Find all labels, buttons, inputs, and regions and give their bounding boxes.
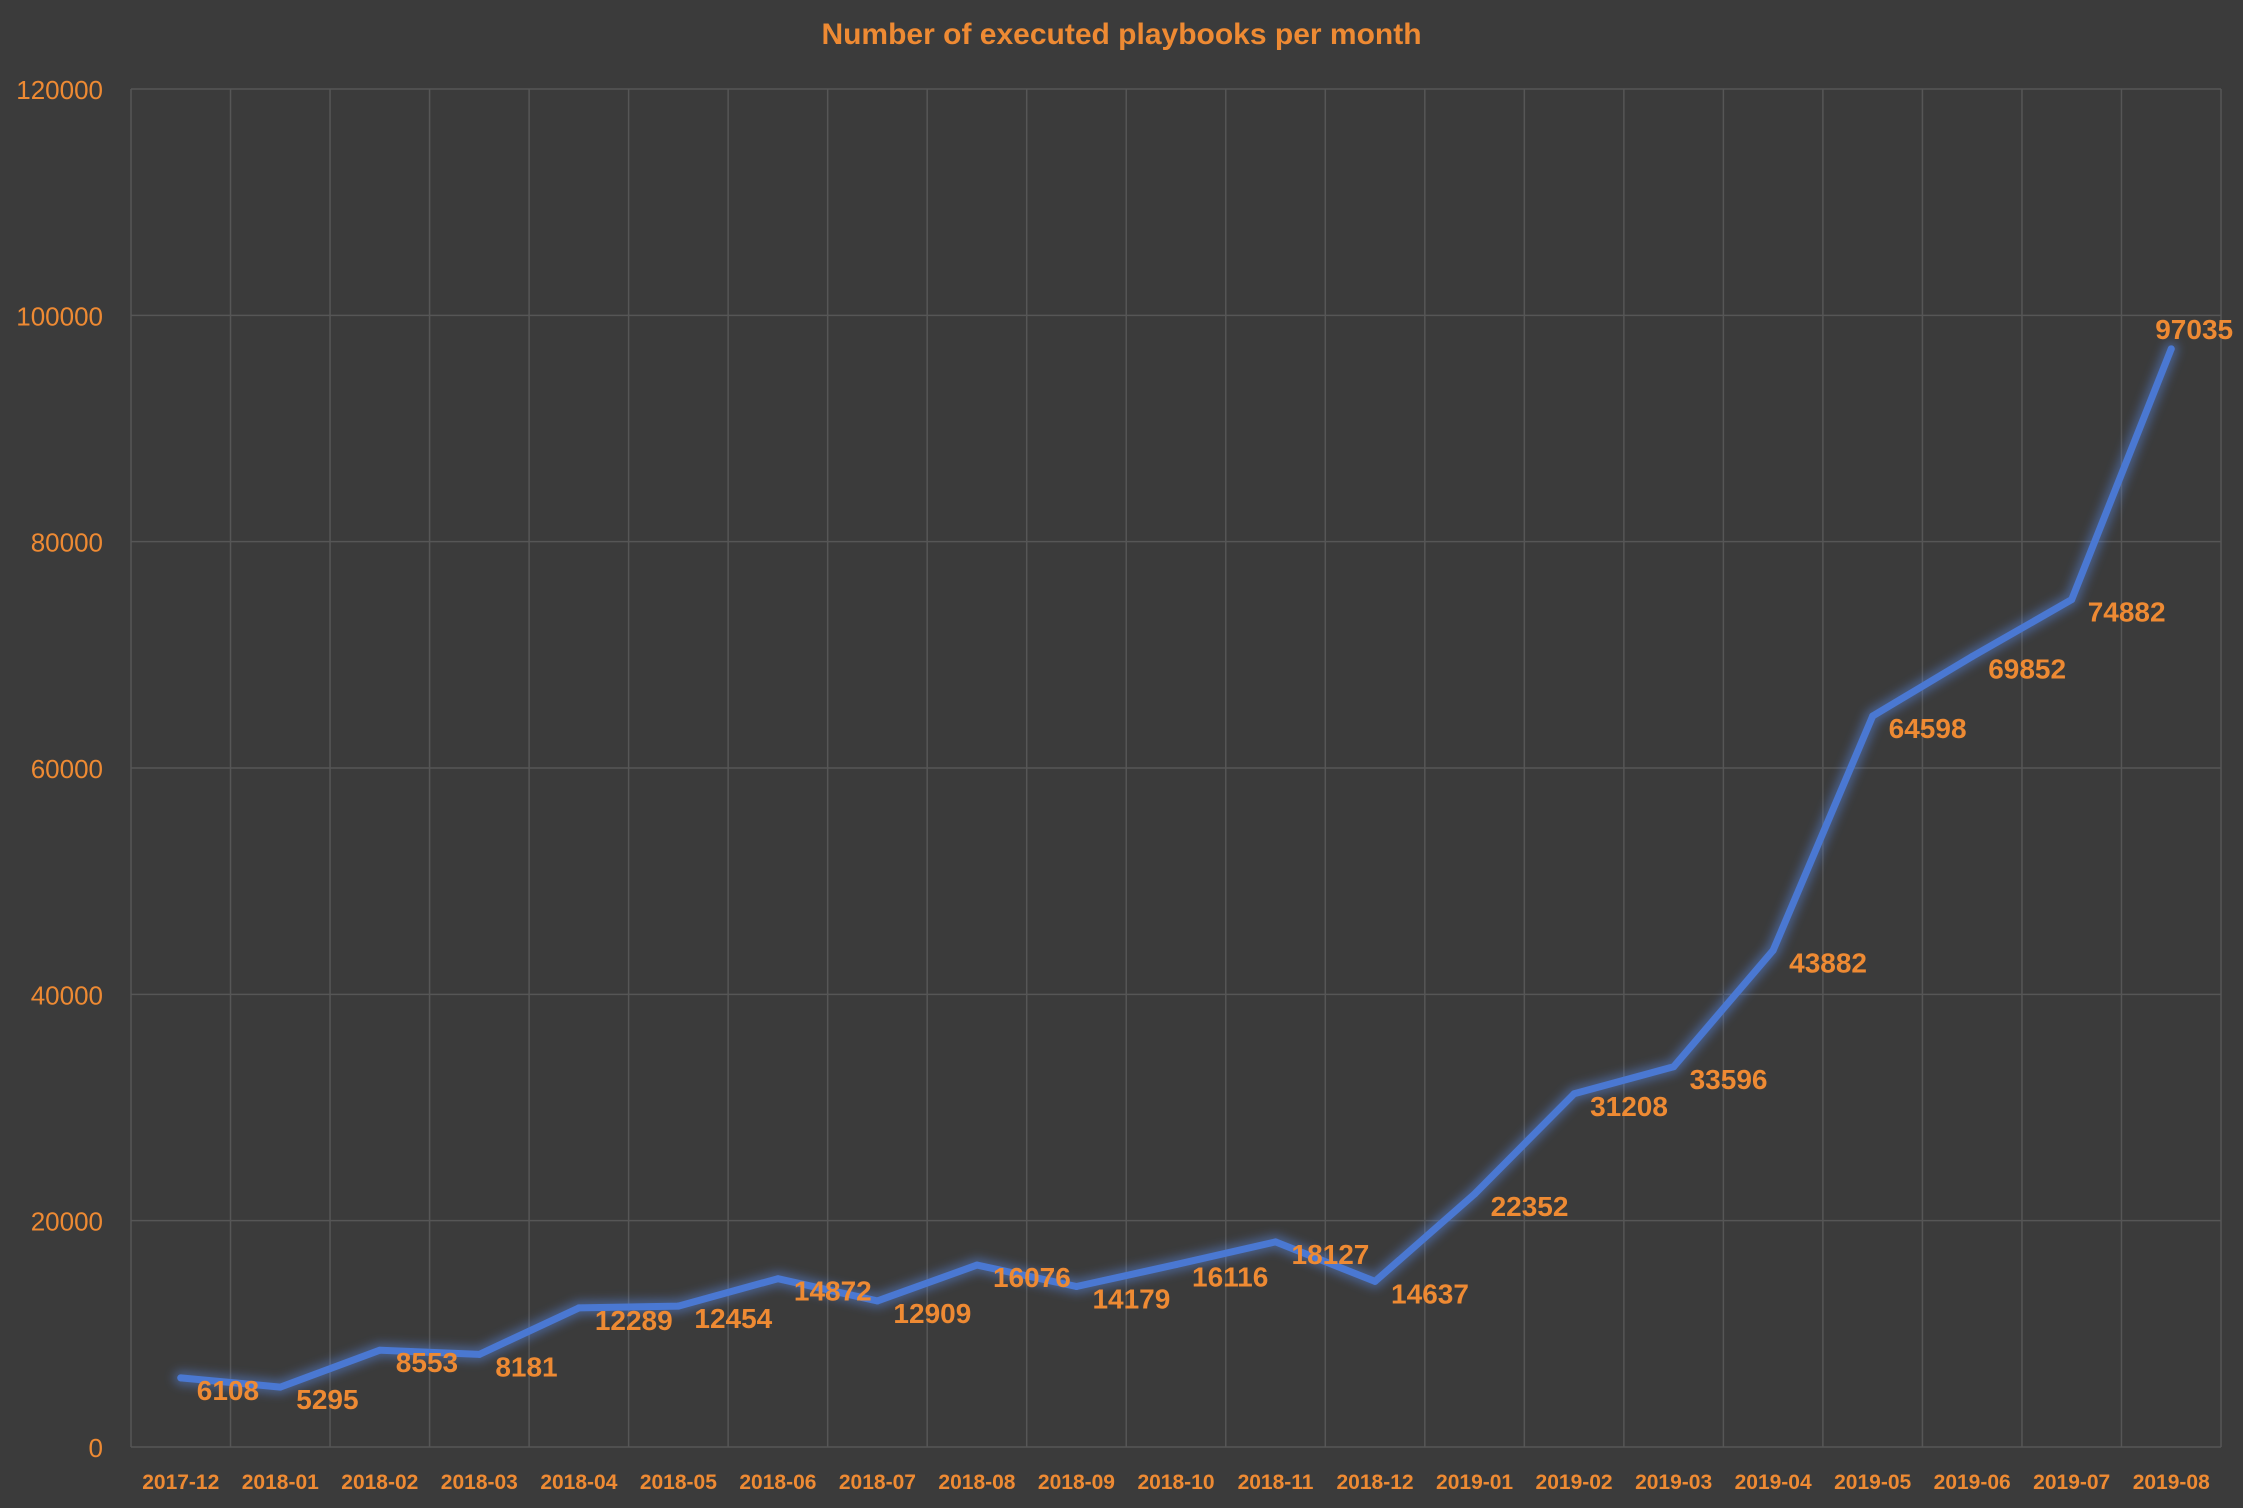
y-tick-label: 80000 <box>31 528 103 558</box>
data-point <box>1670 1063 1678 1071</box>
series-line <box>177 345 2175 1391</box>
data-label: 69852 <box>1988 654 2066 685</box>
data-label: 74882 <box>2088 597 2166 628</box>
data-point <box>1968 653 1976 661</box>
data-point <box>575 1304 583 1312</box>
data-label: 22352 <box>1491 1191 1569 1222</box>
data-point <box>774 1275 782 1283</box>
data-label: 64598 <box>1889 713 1967 744</box>
y-tick-label: 20000 <box>31 1207 103 1237</box>
x-tick-label: 2018-04 <box>540 1471 617 1494</box>
x-tick-label: 2019-02 <box>1536 1471 1613 1494</box>
x-tick-label: 2019-01 <box>1436 1471 1513 1494</box>
x-tick-label: 2019-08 <box>2133 1471 2210 1494</box>
data-label: 33596 <box>1690 1064 1768 1095</box>
data-point <box>1769 946 1777 954</box>
series-line-glow <box>173 341 2179 1395</box>
data-point <box>177 1374 185 1382</box>
data-label: 16076 <box>993 1262 1071 1293</box>
data-label: 16116 <box>1192 1262 1268 1293</box>
data-label: 12909 <box>893 1298 971 1329</box>
x-tick-label: 2018-05 <box>640 1471 717 1494</box>
data-point <box>276 1383 284 1391</box>
data-label: 5295 <box>296 1384 358 1415</box>
data-label: 31208 <box>1590 1091 1668 1122</box>
data-point <box>674 1302 682 1310</box>
x-tick-label: 2018-07 <box>839 1471 916 1494</box>
data-label: 12454 <box>694 1303 772 1334</box>
data-label: 97035 <box>2155 314 2233 345</box>
data-point <box>2167 345 2175 353</box>
x-tick-label: 2018-12 <box>1337 1471 1414 1494</box>
y-tick-label: 60000 <box>31 754 103 784</box>
data-point <box>2068 596 2076 604</box>
x-tick-label: 2018-11 <box>1238 1471 1314 1494</box>
data-point <box>873 1297 881 1305</box>
x-tick-label: 2018-10 <box>1137 1471 1214 1494</box>
data-label: 14179 <box>1092 1284 1170 1315</box>
data-label: 43882 <box>1789 947 1867 978</box>
data-label: 12289 <box>595 1305 673 1336</box>
data-point <box>1570 1090 1578 1098</box>
x-tick-label: 2019-06 <box>1934 1471 2011 1494</box>
x-tick-label: 2017-12 <box>142 1471 219 1494</box>
chart-title: Number of executed playbooks per month <box>821 18 1422 51</box>
data-point <box>376 1346 384 1354</box>
data-label: 18127 <box>1292 1239 1370 1270</box>
y-tick-label: 40000 <box>31 980 103 1010</box>
x-tick-label: 2019-05 <box>1834 1471 1911 1494</box>
data-label: 14872 <box>794 1276 872 1307</box>
y-tick-label: 100000 <box>16 301 103 331</box>
x-tick-label: 2018-01 <box>242 1471 319 1494</box>
data-point <box>1272 1238 1280 1246</box>
data-point <box>973 1261 981 1269</box>
data-label: 14637 <box>1391 1278 1469 1309</box>
x-tick-label: 2019-03 <box>1635 1471 1712 1494</box>
x-tick-label: 2018-06 <box>739 1471 816 1494</box>
data-point <box>1072 1283 1080 1291</box>
x-tick-label: 2018-09 <box>1038 1471 1115 1494</box>
y-tick-label: 120000 <box>16 75 103 105</box>
x-tick-label: 2018-02 <box>341 1471 418 1494</box>
data-label: 8181 <box>495 1351 557 1382</box>
x-tick-label: 2018-08 <box>938 1471 1015 1494</box>
x-tick-label: 2019-07 <box>2033 1471 2110 1494</box>
data-point <box>1471 1190 1479 1198</box>
data-point <box>1869 712 1877 720</box>
data-point <box>1172 1261 1180 1269</box>
x-tick-label: 2019-04 <box>1735 1471 1812 1494</box>
x-tick-label: 2018-03 <box>441 1471 518 1494</box>
y-tick-label: 0 <box>89 1433 103 1463</box>
data-point <box>475 1350 483 1358</box>
data-label: 6108 <box>197 1375 259 1406</box>
data-point <box>1371 1277 1379 1285</box>
data-label: 8553 <box>396 1347 458 1378</box>
